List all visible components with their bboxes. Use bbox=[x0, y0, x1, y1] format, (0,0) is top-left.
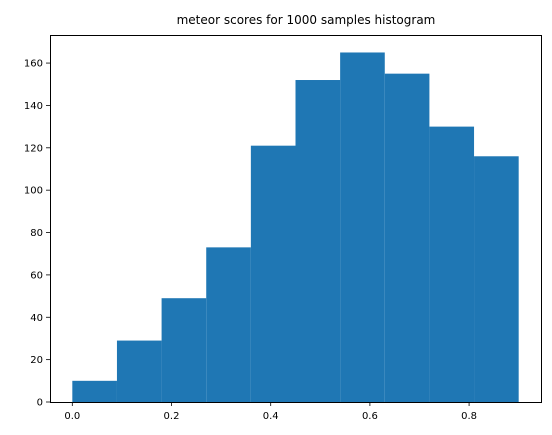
histogram-bar-1 bbox=[116, 340, 162, 402]
y-tick-label: 20 bbox=[30, 355, 43, 366]
chart-title: meteor scores for 1000 samples histogram bbox=[177, 13, 436, 27]
bars-group bbox=[72, 52, 519, 402]
x-tick-label: 0.8 bbox=[461, 411, 477, 422]
y-tick-label: 100 bbox=[24, 186, 43, 197]
x-tick-label: 0.0 bbox=[64, 411, 80, 422]
x-axis-ticks: 0.0 0.2 0.4 0.6 0.8 bbox=[64, 402, 477, 422]
y-tick-label: 0 bbox=[37, 398, 43, 409]
histogram-bar-8 bbox=[429, 126, 475, 402]
x-tick-label: 0.4 bbox=[263, 411, 279, 422]
histogram-bar-7 bbox=[384, 73, 430, 402]
y-axis-ticks: 0 20 40 60 80 100 120 140 160 bbox=[24, 59, 50, 409]
histogram-bar-2 bbox=[161, 298, 207, 402]
plot-frame bbox=[50, 35, 542, 403]
x-tick-label: 0.2 bbox=[164, 411, 180, 422]
y-tick-label: 120 bbox=[24, 143, 43, 154]
histogram-bar-3 bbox=[206, 247, 251, 402]
y-tick-label: 140 bbox=[24, 101, 43, 112]
histogram-bar-5 bbox=[295, 80, 341, 402]
histogram-bar-9 bbox=[474, 156, 519, 402]
x-tick-label: 0.6 bbox=[362, 411, 378, 422]
y-tick-label: 60 bbox=[30, 270, 43, 281]
histogram-bar-6 bbox=[340, 52, 385, 402]
y-tick-label: 80 bbox=[30, 228, 43, 239]
y-tick-label: 40 bbox=[30, 313, 43, 324]
y-tick-label: 160 bbox=[24, 59, 43, 70]
histogram-bar-4 bbox=[250, 145, 296, 402]
histogram-bar-0 bbox=[72, 380, 117, 402]
